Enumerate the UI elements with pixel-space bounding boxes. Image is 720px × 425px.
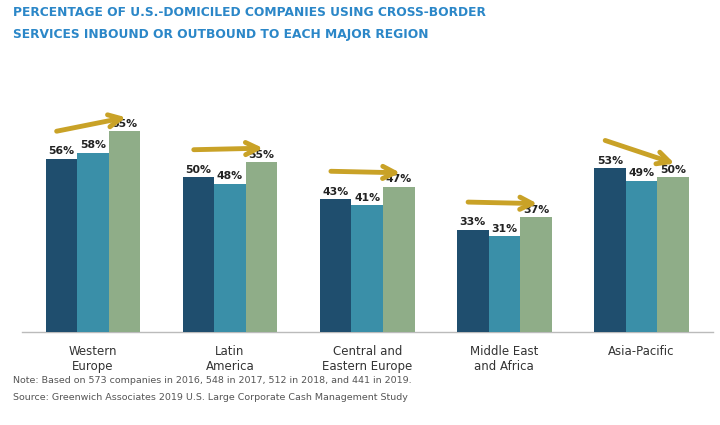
Bar xyxy=(520,218,552,332)
Text: 50%: 50% xyxy=(186,165,212,175)
Text: 49%: 49% xyxy=(629,168,654,178)
Text: 48%: 48% xyxy=(217,171,243,181)
Bar xyxy=(657,178,689,332)
Text: 37%: 37% xyxy=(523,205,549,215)
Bar xyxy=(246,162,277,332)
Bar xyxy=(457,230,489,332)
Bar xyxy=(320,199,351,332)
Text: 43%: 43% xyxy=(323,187,348,196)
Bar xyxy=(489,236,520,332)
Text: 50%: 50% xyxy=(660,165,686,175)
Bar xyxy=(109,131,140,332)
Text: 55%: 55% xyxy=(248,150,274,159)
Text: 41%: 41% xyxy=(354,193,380,203)
Text: SERVICES INBOUND OR OUTBOUND TO EACH MAJOR REGION: SERVICES INBOUND OR OUTBOUND TO EACH MAJ… xyxy=(13,28,428,41)
Bar xyxy=(351,205,383,332)
Bar xyxy=(594,168,626,332)
Bar xyxy=(626,181,657,332)
Text: 58%: 58% xyxy=(80,140,106,150)
Text: 53%: 53% xyxy=(597,156,623,166)
Bar xyxy=(45,159,77,332)
Bar xyxy=(383,187,415,332)
Text: 33%: 33% xyxy=(459,217,486,227)
Bar xyxy=(183,178,215,332)
Text: PERCENTAGE OF U.S.-DOMICILED COMPANIES USING CROSS-BORDER: PERCENTAGE OF U.S.-DOMICILED COMPANIES U… xyxy=(13,6,486,20)
Bar xyxy=(215,184,246,332)
Text: 65%: 65% xyxy=(112,119,138,129)
Text: 31%: 31% xyxy=(491,224,518,233)
Text: Note: Based on 573 companies in 2016, 548 in 2017, 512 in 2018, and 441 in 2019.: Note: Based on 573 companies in 2016, 54… xyxy=(13,376,412,385)
Bar xyxy=(77,153,109,332)
Text: 47%: 47% xyxy=(386,174,412,184)
Text: Source: Greenwich Associates 2019 U.S. Large Corporate Cash Management Study: Source: Greenwich Associates 2019 U.S. L… xyxy=(13,393,408,402)
Text: 56%: 56% xyxy=(48,147,74,156)
